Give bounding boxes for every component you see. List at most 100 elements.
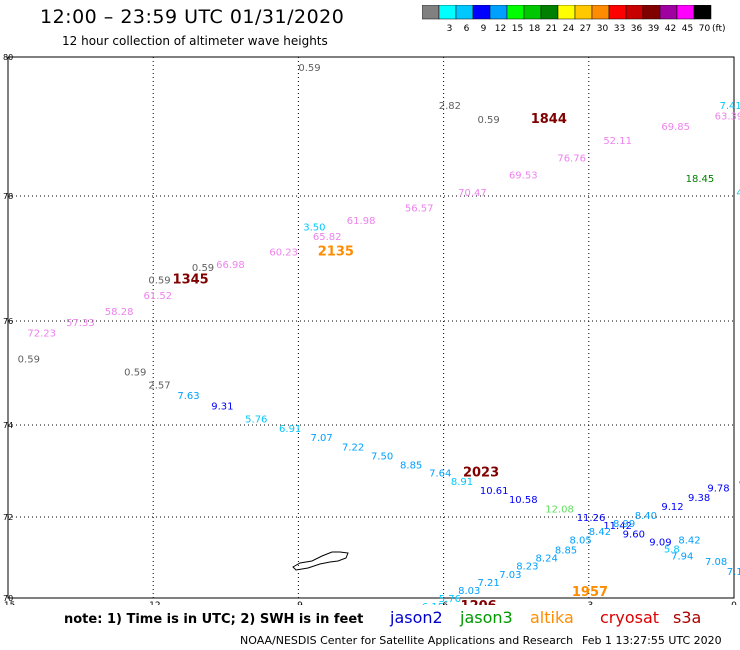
x-tick-label: 0 [731, 601, 737, 605]
wave-height-label: 0.59 [477, 115, 499, 126]
y-tick-label: 76 [3, 317, 13, 326]
colorbar-label: 45 [682, 24, 693, 34]
colorbar-label: 70 [699, 24, 711, 34]
generated-timestamp: Feb 1 13:27:55 UTC 2020 [582, 634, 722, 647]
y-tick-label: 80 [3, 53, 13, 62]
track-time-label: 1206 [461, 599, 497, 605]
wave-height-label: 7.03 [499, 570, 521, 581]
wave-height-label: 7.21 [477, 578, 499, 589]
wave-height-label: 7.63 [177, 391, 199, 402]
colorbar-label: 30 [597, 24, 609, 34]
y-tick-label: 72 [3, 513, 13, 522]
wave-height-label: 9.09 [649, 537, 671, 548]
credit-text: NOAA/NESDIS Center for Satellite Applica… [240, 634, 574, 647]
wave-height-label: 11.42 [603, 521, 632, 532]
wave-height-label: 66.98 [216, 260, 245, 271]
wave-height-label: 56.57 [405, 204, 434, 215]
colorbar-label: 33 [614, 24, 625, 34]
wave-height-label: 0.59 [18, 355, 40, 366]
wave-height-label: 63.39 [715, 112, 740, 123]
colorbar-label: 6 [464, 24, 470, 34]
wave-height-label: 7.07 [311, 433, 333, 444]
wave-height-label: 52.11 [603, 136, 632, 147]
colorbar-swatch [693, 5, 712, 20]
satellite-jason3: jason3 [460, 608, 513, 627]
wave-height-label: 9.38 [688, 493, 710, 504]
wave-height-label: 10.61 [480, 486, 509, 497]
y-tick-label: 70 [3, 594, 13, 603]
wave-height-label: 0.59 [124, 368, 146, 379]
wave-height-label: 0.59 [148, 276, 170, 287]
colorbar-label: 21 [546, 24, 557, 34]
wave-height-label: 8.42 [678, 535, 700, 546]
wave-height-label: 9.10 [739, 479, 740, 490]
colorbar-label: 12 [495, 24, 506, 34]
satellite-s3a: s3a [673, 608, 702, 627]
wave-height-label: 65.82 [313, 232, 342, 243]
wave-height-label: 61.98 [347, 216, 376, 227]
wave-height-label: 6.15 [422, 602, 444, 605]
colorbar-label: 39 [648, 24, 660, 34]
wave-height-label: 5.76 [245, 414, 267, 425]
wave-height-label: 9.31 [211, 401, 233, 412]
wave-height-label: 0.59 [298, 63, 320, 74]
wave-height-label: 60.23 [269, 247, 298, 258]
wave-height-label: 9.12 [661, 502, 683, 513]
wave-height-label: 9.78 [707, 484, 729, 495]
y-tick-label: 78 [3, 192, 13, 201]
wave-height-label: 12.08 [545, 504, 574, 515]
colorbar-label: 9 [481, 24, 487, 34]
track-time-label: 1345 [173, 273, 209, 288]
track-time-label: 1957 [572, 585, 608, 600]
satellite-cryosat: cryosat [600, 608, 660, 627]
wave-height-label: 2.82 [439, 101, 461, 112]
wave-height-label: 0.59 [192, 263, 214, 274]
wave-height-label: 2.57 [148, 381, 170, 392]
wave-height-label: 72.23 [27, 329, 56, 340]
track-time-label: 2023 [463, 466, 499, 481]
wave-height-label: 7.22 [342, 442, 364, 453]
wave-height-label: 7.08 [705, 557, 727, 568]
wave-height-label: 5.76 [439, 594, 461, 605]
wave-height-label: 8.99 [613, 519, 635, 530]
footer-note: note: 1) Time is in UTC; 2) SWH is in fe… [64, 612, 364, 627]
wave-height-label: 76.76 [557, 153, 586, 164]
wave-height-label: 18.45 [686, 174, 715, 185]
colorbar-unit: (ft) [712, 24, 726, 34]
wave-height-map: -15 -12 -9 -6 -3 0 70 72 74 76 78 80 0.59 2.82 0.59 184… [1, 53, 740, 605]
page-title: 12:00 – 23:59 UTC 01/31/2020 [40, 6, 345, 28]
wave-height-label: 8.40 [635, 511, 657, 522]
wave-height-label: 8.24 [536, 554, 558, 565]
wave-height-label: 11.26 [577, 513, 606, 524]
wave-height-label: 58.28 [105, 307, 134, 318]
wave-height-label: 7.64 [429, 469, 451, 480]
wave-height-label: 8.85 [555, 545, 577, 556]
x-tick-label: -6 [439, 601, 448, 605]
wave-height-label: 57.33 [66, 318, 95, 329]
wave-height-label: 3.50 [303, 222, 325, 233]
colorbar-label: 3 [447, 24, 453, 34]
island-outline [292, 551, 349, 571]
wave-height-label: 70.47 [458, 188, 487, 199]
wave-height-label: 9.60 [623, 529, 645, 540]
colorbar-label: 36 [631, 24, 643, 34]
wave-height-label: 7.50 [371, 452, 393, 463]
page-subtitle: 12 hour collection of altimeter wave hei… [62, 34, 328, 48]
wave-height-label: 10.58 [509, 495, 538, 506]
track-time-label: 2135 [318, 244, 354, 259]
y-tick-label: 74 [3, 421, 13, 430]
colorbar-label: 27 [580, 24, 591, 34]
wave-height-label: 5.8 [664, 545, 680, 556]
x-tick-label: -15 [1, 601, 16, 605]
satellite-altika: altika [530, 608, 574, 627]
wave-height-label: 8.05 [569, 535, 591, 546]
colorbar-label: 15 [512, 24, 523, 34]
x-tick-label: -3 [584, 601, 593, 605]
wave-height-label: 7.41 [719, 101, 740, 112]
track-time-label: 1844 [531, 112, 567, 127]
wave-height-label: 69.85 [661, 122, 690, 133]
wave-height-label: 7.19 [727, 567, 740, 578]
wave-height-label: 8.91 [451, 477, 473, 488]
colorbar-label: 24 [563, 24, 575, 34]
colorbar-label: 42 [665, 24, 676, 34]
